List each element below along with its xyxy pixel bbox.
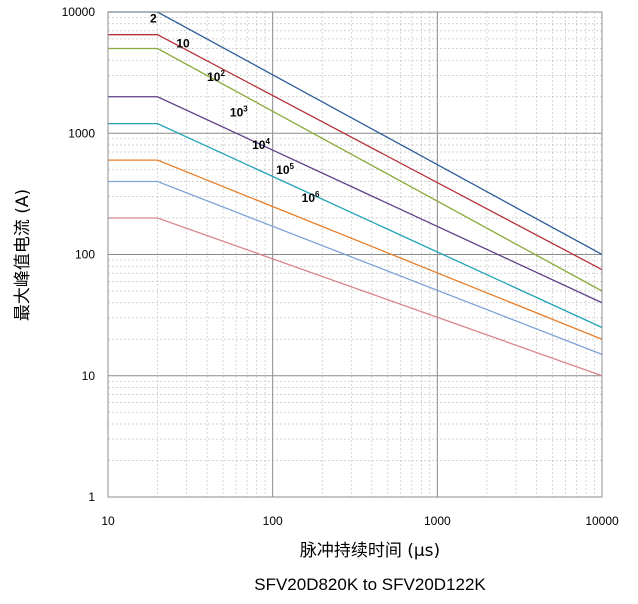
x-tick-label: 1000 xyxy=(424,514,451,528)
curve-label-4: 103 xyxy=(230,104,248,119)
x-tick-label: 10000 xyxy=(585,514,619,528)
series-line-7 xyxy=(108,217,603,377)
curve-label-base: 10 xyxy=(207,70,221,84)
curve-label-6: 105 xyxy=(276,162,294,177)
curve-label-exponent: 6 xyxy=(315,190,320,199)
series-line-4 xyxy=(108,123,603,329)
series-line-3 xyxy=(108,96,603,304)
curve-label-base: 10 xyxy=(276,163,290,177)
y-tick-label: 10 xyxy=(82,369,96,383)
curve-label-exponent: 3 xyxy=(243,104,248,113)
chart-caption: SFV20D820K to SFV20D122K xyxy=(254,575,486,594)
curve-label-exponent: 4 xyxy=(265,137,270,146)
series-line-1 xyxy=(108,34,603,271)
x-axis-ticks: 10 100 1000 10000 xyxy=(101,514,619,528)
y-axis-title: 最大峰值电流 (A) xyxy=(13,189,33,321)
curve-label-base: 10 xyxy=(230,105,244,119)
curve-label-2: 10 xyxy=(176,36,190,50)
y-tick-label: 100 xyxy=(75,248,95,262)
curve-label-5: 104 xyxy=(252,137,270,152)
curve-label-base: 10 xyxy=(252,138,266,152)
curve-label-7: 106 xyxy=(302,190,320,205)
curve-label-base: 10 xyxy=(302,191,316,205)
minor-grid xyxy=(108,12,602,497)
y-tick-label: 1000 xyxy=(68,126,95,140)
x-tick-label: 10 xyxy=(101,514,115,528)
curve-label-exponent: 5 xyxy=(290,162,295,171)
plot-frame xyxy=(107,11,603,498)
curve-label-1: 2 xyxy=(150,11,157,25)
series-line-6 xyxy=(108,180,603,356)
curve-label-3: 102 xyxy=(207,69,225,84)
series-line-2 xyxy=(108,47,603,292)
curve-label-exponent: 2 xyxy=(220,69,225,78)
series-lines xyxy=(108,11,603,377)
y-tick-label: 1 xyxy=(88,490,95,504)
series-line-5 xyxy=(108,159,603,340)
x-tick-label: 100 xyxy=(263,514,283,528)
curve-label-base: 10 xyxy=(176,36,190,50)
y-axis-ticks: 1 10 100 1000 10000 xyxy=(62,5,96,504)
y-tick-label: 10000 xyxy=(62,5,96,19)
curve-labels: 1210102103104105106 xyxy=(150,11,320,205)
x-axis-title: 脉冲持续时间 (μs) xyxy=(300,541,440,561)
curve-label-base: 2 xyxy=(150,11,157,25)
major-grid xyxy=(107,11,603,498)
